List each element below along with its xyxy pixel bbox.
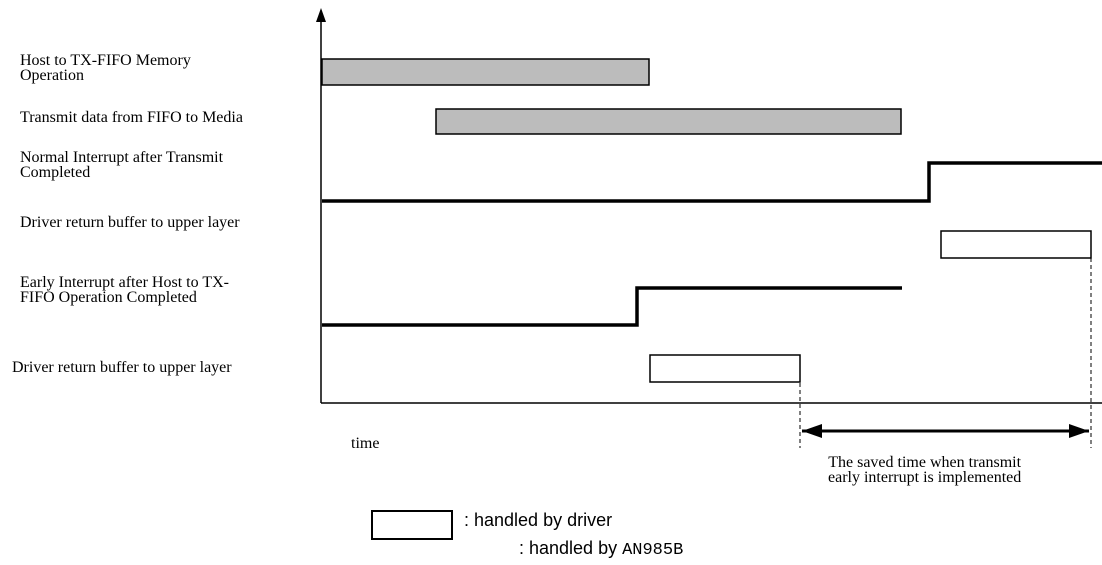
row-label-early-interrupt: Early Interrupt after Host to TX- FIFO O… [20, 274, 229, 306]
saved-time-annotation: The saved time when transmit early inter… [828, 454, 1022, 486]
legend-driver-swatch [371, 510, 453, 540]
normal-interrupt-waveform [322, 161, 1102, 203]
early-interrupt-waveform [322, 286, 902, 327]
driver-return-buffer-early-bar [649, 354, 801, 383]
y-axis-arrowhead [316, 8, 326, 22]
row-label-host-to-fifo: Host to TX-FIFO Memory Operation [20, 52, 191, 84]
row-label-transmit-to-media: Transmit data from FIFO to Media [20, 109, 243, 126]
time-axis-label: time [351, 435, 380, 452]
legend-chip-label: : handled by AN985B [519, 538, 683, 561]
driver-return-buffer-normal-bar [940, 230, 1092, 259]
saved-time-arrowhead-left [802, 424, 822, 438]
transmit-to-media-bar [435, 108, 902, 135]
host-to-fifo-bar [321, 58, 650, 86]
row-label-driver-return-early: Driver return buffer to upper layer [12, 359, 232, 376]
row-label-normal-interrupt: Normal Interrupt after Transmit Complete… [20, 149, 224, 181]
saved-time-arrowhead-right [1069, 424, 1089, 438]
row-label-driver-return-normal: Driver return buffer to upper layer [20, 214, 240, 231]
legend-chip-name: AN985B [622, 541, 684, 560]
legend-driver-label: : handled by driver [464, 510, 613, 530]
legend-chip-prefix: : handled by [519, 538, 623, 558]
